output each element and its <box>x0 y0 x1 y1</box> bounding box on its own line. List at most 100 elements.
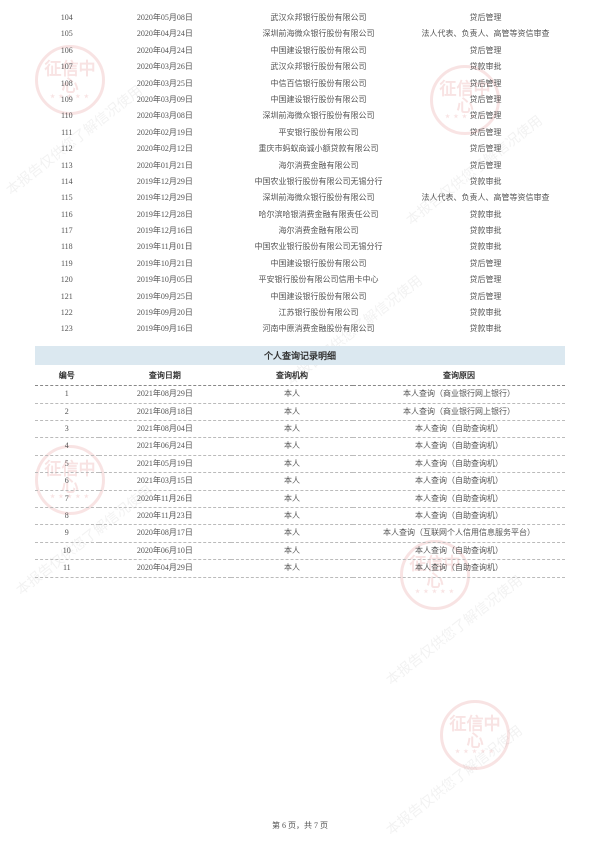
cell-date: 2020年06月10日 <box>99 542 232 559</box>
cell-reason: 贷款审批 <box>406 321 565 337</box>
col-org: 查询机构 <box>231 367 353 386</box>
cell-org: 本人 <box>231 525 353 542</box>
cell-reason: 贷款审批 <box>406 223 565 239</box>
cell-no: 4 <box>35 438 99 455</box>
cell-reason: 本人查询（商业银行网上银行） <box>353 403 565 420</box>
cell-date: 2020年05月08日 <box>99 10 232 26</box>
cell-no: 104 <box>35 10 99 26</box>
cell-reason: 贷款审批 <box>406 207 565 223</box>
cell-date: 2020年04月29日 <box>99 560 232 577</box>
table-row: 1212019年09月25日中国建设银行股份有限公司贷后管理 <box>35 289 565 305</box>
table-row: 1072020年03月26日武汉众邦银行股份有限公司贷款审批 <box>35 59 565 75</box>
cell-date: 2020年11月26日 <box>99 490 232 507</box>
cell-no: 123 <box>35 321 99 337</box>
cell-no: 113 <box>35 158 99 174</box>
table-row: 82020年11月23日本人本人查询（自助查询机） <box>35 507 565 524</box>
cell-date: 2019年12月29日 <box>99 174 232 190</box>
cell-reason: 本人查询（商业银行网上银行） <box>353 386 565 403</box>
cell-date: 2021年08月04日 <box>99 420 232 437</box>
cell-reason: 贷后管理 <box>406 92 565 108</box>
cell-no: 116 <box>35 207 99 223</box>
cell-reason: 贷后管理 <box>406 10 565 26</box>
cell-date: 2020年01月21日 <box>99 158 232 174</box>
cell-date: 2021年08月18日 <box>99 403 232 420</box>
cell-no: 107 <box>35 59 99 75</box>
cell-no: 9 <box>35 525 99 542</box>
cell-date: 2019年09月20日 <box>99 305 232 321</box>
cell-reason: 本人查询（自助查询机） <box>353 490 565 507</box>
cell-no: 105 <box>35 26 99 42</box>
cell-no: 117 <box>35 223 99 239</box>
cell-no: 112 <box>35 141 99 157</box>
cell-org: 本人 <box>231 473 353 490</box>
cell-date: 2020年04月24日 <box>99 26 232 42</box>
cell-no: 109 <box>35 92 99 108</box>
cell-no: 3 <box>35 420 99 437</box>
cell-date: 2020年04月24日 <box>99 43 232 59</box>
table-row: 112020年04月29日本人本人查询（自助查询机） <box>35 560 565 577</box>
cell-org: 中国建设银行股份有限公司 <box>231 43 406 59</box>
table-row: 1052020年04月24日深圳前海微众银行股份有限公司法人代表、负责人、高管等… <box>35 26 565 42</box>
table-row: 1112020年02月19日平安银行股份有限公司贷后管理 <box>35 125 565 141</box>
table-row: 22021年08月18日本人本人查询（商业银行网上银行） <box>35 403 565 420</box>
cell-date: 2019年11月01日 <box>99 239 232 255</box>
table-row: 1182019年11月01日中国农业银行股份有限公司无锡分行贷款审批 <box>35 239 565 255</box>
cell-date: 2021年08月29日 <box>99 386 232 403</box>
cell-no: 1 <box>35 386 99 403</box>
cell-org: 中信百信银行股份有限公司 <box>231 76 406 92</box>
table-row: 1042020年05月08日武汉众邦银行股份有限公司贷后管理 <box>35 10 565 26</box>
cell-no: 118 <box>35 239 99 255</box>
cell-org: 本人 <box>231 386 353 403</box>
cell-reason: 法人代表、负责人、高管等资信审查 <box>406 190 565 206</box>
cell-org: 江苏银行股份有限公司 <box>231 305 406 321</box>
section-title-personal: 个人查询记录明细 <box>35 346 565 365</box>
cell-no: 5 <box>35 455 99 472</box>
cell-date: 2020年02月19日 <box>99 125 232 141</box>
cell-org: 武汉众邦银行股份有限公司 <box>231 10 406 26</box>
cell-no: 6 <box>35 473 99 490</box>
cell-org: 中国建设银行股份有限公司 <box>231 289 406 305</box>
cell-no: 8 <box>35 507 99 524</box>
cell-org: 本人 <box>231 403 353 420</box>
cell-reason: 贷款审批 <box>406 59 565 75</box>
cell-reason: 本人查询（自助查询机） <box>353 473 565 490</box>
cell-date: 2019年12月29日 <box>99 190 232 206</box>
cell-no: 122 <box>35 305 99 321</box>
cell-reason: 贷后管理 <box>406 289 565 305</box>
cell-reason: 本人查询（自助查询机） <box>353 560 565 577</box>
cell-date: 2019年10月21日 <box>99 256 232 272</box>
table-row: 1232019年09月16日河南中原消费金融股份有限公司贷款审批 <box>35 321 565 337</box>
cell-date: 2020年03月25日 <box>99 76 232 92</box>
cell-org: 本人 <box>231 455 353 472</box>
cell-reason: 法人代表、负责人、高管等资信审查 <box>406 26 565 42</box>
cell-org: 河南中原消费金融股份有限公司 <box>231 321 406 337</box>
table-row: 1062020年04月24日中国建设银行股份有限公司贷后管理 <box>35 43 565 59</box>
table-row: 42021年06月24日本人本人查询（自助查询机） <box>35 438 565 455</box>
cell-org: 深圳前海微众银行股份有限公司 <box>231 190 406 206</box>
cell-org: 中国农业银行股份有限公司无锡分行 <box>231 239 406 255</box>
col-date: 查询日期 <box>99 367 232 386</box>
cell-date: 2020年02月12日 <box>99 141 232 157</box>
cell-no: 110 <box>35 108 99 124</box>
table-row: 32021年08月04日本人本人查询（自助查询机） <box>35 420 565 437</box>
table-row: 1102020年03月08日深圳前海微众银行股份有限公司贷后管理 <box>35 108 565 124</box>
cell-org: 武汉众邦银行股份有限公司 <box>231 59 406 75</box>
col-reason: 查询原因 <box>353 367 565 386</box>
cell-no: 106 <box>35 43 99 59</box>
cell-reason: 贷后管理 <box>406 256 565 272</box>
cell-org: 本人 <box>231 420 353 437</box>
cell-org: 深圳前海微众银行股份有限公司 <box>231 108 406 124</box>
table-row: 1142019年12月29日中国农业银行股份有限公司无锡分行贷款审批 <box>35 174 565 190</box>
page-footer: 第 6 页，共 7 页 <box>0 820 600 831</box>
table-row: 52021年05月19日本人本人查询（自助查询机） <box>35 455 565 472</box>
cell-reason: 本人查询（自助查询机） <box>353 455 565 472</box>
cell-reason: 本人查询（自助查询机） <box>353 507 565 524</box>
cell-date: 2019年12月28日 <box>99 207 232 223</box>
cell-reason: 贷款审批 <box>406 305 565 321</box>
table-row: 1222019年09月20日江苏银行股份有限公司贷款审批 <box>35 305 565 321</box>
cell-reason: 贷后管理 <box>406 158 565 174</box>
cell-org: 本人 <box>231 438 353 455</box>
cell-date: 2020年03月09日 <box>99 92 232 108</box>
cell-date: 2019年10月05日 <box>99 272 232 288</box>
cell-reason: 本人查询（自助查询机） <box>353 438 565 455</box>
